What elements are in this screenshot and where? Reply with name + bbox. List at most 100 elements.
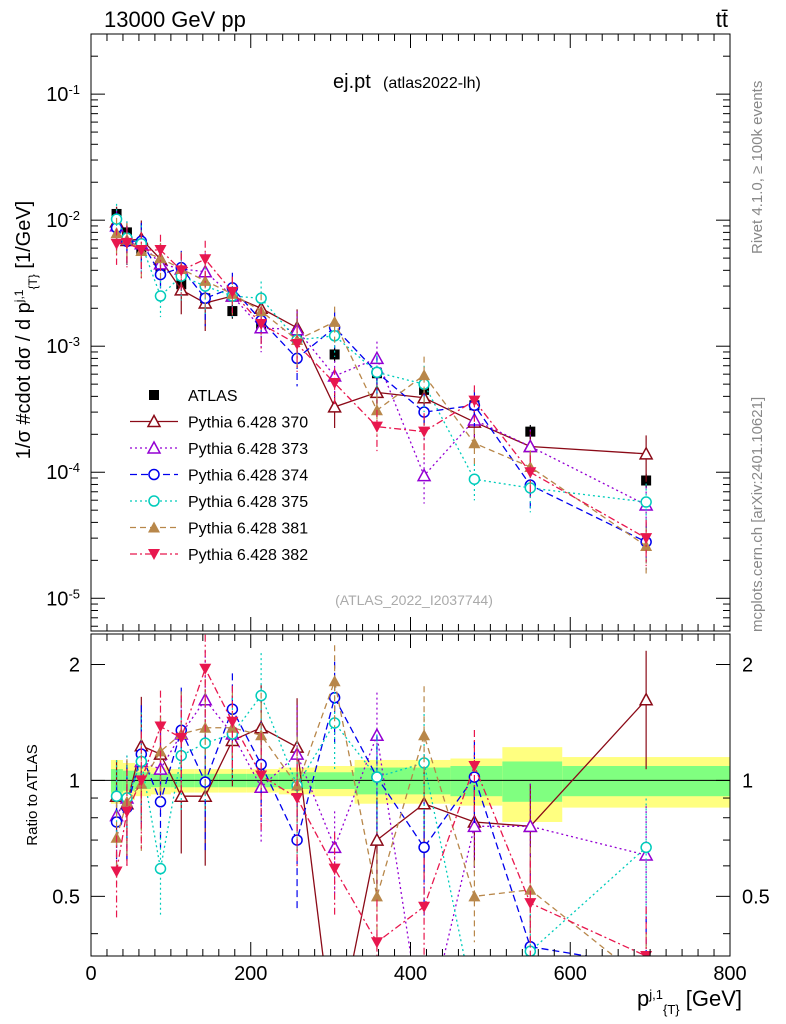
band-inner <box>562 766 730 797</box>
legend-item: Pythia 6.428 370 <box>130 413 308 432</box>
ratio-point <box>370 937 383 949</box>
legend-item: Pythia 6.428 381 <box>130 521 308 538</box>
ratio-y-axis-label: Ratio to ATLAS <box>24 744 41 845</box>
ratio-y-tick-label-right: 1 <box>742 770 753 792</box>
ratio-point <box>370 890 383 902</box>
data-point <box>328 378 341 390</box>
legend-marker <box>148 495 160 507</box>
data-point <box>416 468 432 482</box>
ratio-line <box>115 678 615 956</box>
ratio-point <box>638 692 654 706</box>
ratio-line <box>115 698 647 956</box>
ratio-point <box>199 663 212 675</box>
energy-label: 13000 GeV pp <box>104 7 246 32</box>
data-point <box>154 290 167 302</box>
data-point <box>199 274 212 286</box>
legend: ATLAS Pythia 6.428 370 Pythia 6.428 373 Pyt… <box>130 388 308 564</box>
data-point <box>120 237 133 249</box>
legend-marker <box>148 521 160 533</box>
data-point <box>199 254 212 266</box>
ratio-point <box>640 841 652 854</box>
main-panel: ej.pt (atlas2022-lh) (ATLAS_2022_I203774… <box>12 33 731 632</box>
series-line <box>116 225 647 506</box>
legend-marker <box>148 549 160 560</box>
ratio-point <box>418 841 430 854</box>
ratio-point <box>641 961 651 971</box>
legend-label: ATLAS <box>188 388 238 405</box>
ratio-point <box>523 818 538 833</box>
ratio-y-tick-label-right: 2 <box>742 654 753 676</box>
legend-marker <box>146 440 162 454</box>
process-label: tt̄ <box>716 7 728 32</box>
data-point <box>370 404 383 416</box>
ratio-point <box>175 732 188 744</box>
data-point <box>135 244 148 256</box>
ratio-point <box>468 890 481 902</box>
main-title: ej.pt <box>333 71 371 93</box>
legend-label: Pythia 6.428 381 <box>188 521 308 538</box>
ratio-point <box>328 675 341 687</box>
rivet-label: Rivet 4.1.0, ≥ 100k events <box>749 81 766 254</box>
ratio-point <box>524 898 537 910</box>
ratio-point <box>369 832 385 846</box>
ratio-line <box>115 667 647 956</box>
data-point <box>418 369 431 381</box>
ratio-y-tick-label-right: 0.5 <box>742 886 770 908</box>
data-point <box>468 437 481 449</box>
ratio-point <box>468 761 481 773</box>
ratio-point <box>524 883 537 895</box>
x-tick-label: 400 <box>394 963 427 985</box>
ratio-y-axis: 0.5 0.5 1 1 2 2 <box>52 654 770 935</box>
ratio-point <box>173 788 189 802</box>
ratio-point <box>418 729 431 741</box>
x-axis-label: pj,1{T} [GeV] <box>637 986 742 1017</box>
legend-label: Pythia 6.428 374 <box>188 468 308 485</box>
ratio-point <box>226 716 239 728</box>
x-tick-label: 0 <box>85 963 96 985</box>
ratio-point <box>154 862 167 875</box>
ratio-series-3 <box>110 661 651 971</box>
x-axis: 0 200 400 600 800 <box>85 34 747 985</box>
x-tick-label: 200 <box>234 963 267 985</box>
main-series <box>109 203 654 574</box>
ratio-point <box>135 775 148 787</box>
data-point <box>154 252 167 264</box>
ratio-point <box>328 863 341 875</box>
legend-marker <box>146 413 162 428</box>
ratio-point <box>418 901 431 913</box>
ratio-series <box>109 634 654 971</box>
ratio-point <box>120 806 133 818</box>
data-point <box>329 349 340 360</box>
main-frame <box>90 33 731 632</box>
y-tick-label: 10-3 <box>46 334 80 359</box>
data-point <box>175 265 188 277</box>
legend-item: Pythia 6.428 375 <box>130 494 308 511</box>
data-point <box>255 319 268 331</box>
legend-marker <box>149 390 159 400</box>
legend-item: Pythia 6.428 374 <box>130 468 308 485</box>
analysis-annotation: (ATLAS_2022_I2037744) <box>335 592 493 608</box>
ratio-point <box>255 770 268 782</box>
legend-marker <box>148 468 160 481</box>
main-y-axis: 10-5 10-4 10-3 10-2 10-1 <box>46 55 730 627</box>
main-y-axis-label: 1/σ #cdot dσ / d pj,1{T} [1/GeV] <box>12 201 40 459</box>
legend-label: Pythia 6.428 370 <box>188 415 308 432</box>
series-6 <box>110 226 653 567</box>
data-point <box>523 438 538 453</box>
ratio-y-tick-label-left: 0.5 <box>52 886 80 908</box>
ratio-point <box>291 793 304 805</box>
ratio-point <box>110 790 123 802</box>
data-point <box>226 286 239 298</box>
data-point <box>371 366 383 379</box>
legend-label: Pythia 6.428 375 <box>188 494 308 511</box>
data-point <box>327 399 342 413</box>
legend-item: ATLAS <box>149 388 238 405</box>
x-tick-label: 800 <box>713 963 746 985</box>
legend-label: Pythia 6.428 373 <box>188 441 308 458</box>
data-point <box>418 426 431 438</box>
ratio-series-4 <box>110 653 652 956</box>
data-point <box>291 339 304 351</box>
ratio-point <box>110 866 123 878</box>
legend-label: Pythia 6.428 382 <box>188 547 308 564</box>
